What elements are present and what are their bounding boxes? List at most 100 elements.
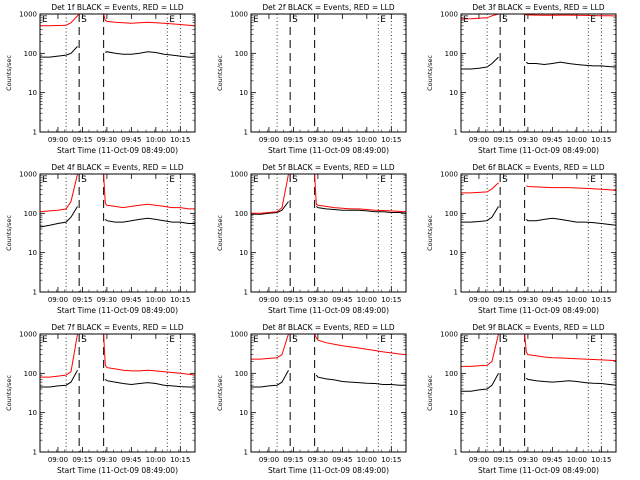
annotation-label: E	[463, 175, 469, 185]
y-tick-label: 1000	[19, 331, 37, 339]
y-tick-label: 1000	[19, 11, 37, 19]
y-tick-label: 1	[33, 449, 37, 457]
series-line-lld	[40, 333, 196, 378]
annotation-label: E	[169, 15, 175, 25]
x-tick-label: 09:00	[469, 456, 489, 464]
y-tick-label: 100	[445, 370, 458, 378]
annotation-label: S	[81, 175, 87, 185]
x-tick-label: 09:15	[283, 136, 303, 144]
plot-frame	[250, 173, 407, 293]
x-tick-label: 09:15	[283, 456, 303, 464]
annotation-label: E	[380, 175, 386, 185]
y-tick-label: 10	[239, 409, 248, 417]
x-tick-label: 10:00	[357, 456, 377, 464]
y-tick-label: 1	[244, 129, 248, 137]
x-tick-label: 10:00	[146, 456, 166, 464]
x-tick-label: 10:00	[146, 136, 166, 144]
plot-frame	[460, 13, 617, 133]
x-tick-label: 10:00	[567, 296, 587, 304]
y-tick-label: 100	[24, 370, 37, 378]
chart-title: Det 5f BLACK = Events, RED = LLD	[262, 163, 395, 172]
chart-panel: Det 7f BLACK = Events, RED = LLD Start Ti…	[5, 323, 196, 475]
plot-frame	[460, 173, 617, 293]
chart-title: Det 2f BLACK = Events, RED = LLD	[262, 3, 395, 12]
y-tick-label: 1000	[440, 331, 458, 339]
series-line-events	[104, 379, 195, 388]
annotation-label: E	[253, 15, 259, 25]
annotation-label: S	[81, 15, 87, 25]
x-tick-label: 09:00	[469, 136, 489, 144]
chart-panel: Det 1f BLACK = Events, RED = LLD Start Ti…	[5, 3, 196, 155]
annotation-label: S	[502, 15, 508, 25]
x-tick-label: 10:15	[170, 456, 190, 464]
y-tick-label: 1	[244, 289, 248, 297]
plot-frame	[39, 173, 196, 293]
annotation-label: E	[590, 15, 596, 25]
plot-frame	[460, 333, 617, 453]
series-line-lld	[251, 333, 407, 360]
x-tick-label: 10:00	[567, 136, 587, 144]
series-line-events	[251, 201, 289, 215]
x-tick-label: 10:00	[567, 456, 587, 464]
y-axis-label: Counts/sec	[216, 55, 224, 91]
x-tick-label: 10:15	[170, 296, 190, 304]
x-tick-label: 09:30	[518, 296, 538, 304]
x-tick-label: 09:30	[308, 136, 328, 144]
y-tick-label: 1	[244, 449, 248, 457]
chart-title: Det 6f BLACK = Events, RED = LLD	[472, 163, 605, 172]
x-tick-label: 10:15	[381, 136, 401, 144]
plot-frame	[250, 333, 407, 453]
y-tick-label: 100	[24, 210, 37, 218]
x-tick-label: 09:45	[121, 456, 141, 464]
x-axis-label: Start Time (11-Oct-09 08:49:00)	[268, 306, 389, 315]
y-axis-label: Counts/sec	[426, 55, 434, 91]
chart-panel: Det 6f BLACK = Events, RED = LLD Start Ti…	[426, 163, 617, 315]
x-tick-label: 09:15	[493, 136, 513, 144]
series-line-events	[40, 369, 78, 388]
plot-frame	[39, 13, 196, 133]
y-axis-label: Counts/sec	[216, 375, 224, 411]
x-tick-label: 10:15	[591, 456, 611, 464]
x-tick-label: 09:45	[542, 136, 562, 144]
y-tick-label: 100	[24, 50, 37, 58]
chart-panel: Det 4f BLACK = Events, RED = LLD Start Ti…	[5, 163, 196, 315]
x-axis-label: Start Time (11-Oct-09 08:49:00)	[478, 146, 599, 155]
series-line-events	[461, 206, 499, 223]
x-tick-label: 10:15	[381, 456, 401, 464]
annotation-label: S	[502, 175, 508, 185]
y-tick-label: 100	[445, 50, 458, 58]
x-tick-label: 09:15	[72, 456, 92, 464]
x-tick-label: 09:00	[259, 136, 279, 144]
y-tick-label: 1000	[230, 11, 248, 19]
y-axis-label: Counts/sec	[5, 215, 13, 251]
x-tick-label: 09:30	[308, 456, 328, 464]
x-axis-label: Start Time (11-Oct-09 08:49:00)	[57, 306, 178, 315]
annotation-label: E	[590, 335, 596, 345]
annotation-label: E	[42, 15, 48, 25]
annotation-label: E	[590, 175, 596, 185]
series-line-lld	[251, 173, 407, 214]
annotation-label: E	[42, 335, 48, 345]
y-tick-label: 10	[449, 409, 458, 417]
chart-panel: Det 5f BLACK = Events, RED = LLD Start Ti…	[216, 163, 407, 315]
x-tick-label: 10:15	[170, 136, 190, 144]
annotation-label: E	[253, 335, 259, 345]
x-tick-label: 09:00	[48, 136, 68, 144]
x-tick-label: 09:30	[308, 296, 328, 304]
chart-panel: Det 9f BLACK = Events, RED = LLD Start Ti…	[426, 323, 617, 475]
series-line-events	[315, 205, 407, 214]
x-tick-label: 09:15	[493, 296, 513, 304]
x-tick-label: 10:00	[357, 136, 377, 144]
y-tick-label: 10	[239, 89, 248, 97]
series-line-events	[525, 217, 617, 226]
x-axis-label: Start Time (11-Oct-09 08:49:00)	[268, 466, 389, 475]
annotation-label: E	[42, 175, 48, 185]
y-tick-label: 1	[33, 289, 37, 297]
x-tick-label: 09:30	[97, 296, 117, 304]
annotation-label: E	[169, 175, 175, 185]
x-tick-label: 10:15	[591, 296, 611, 304]
x-tick-label: 09:45	[542, 456, 562, 464]
series-line-lld	[461, 333, 617, 367]
